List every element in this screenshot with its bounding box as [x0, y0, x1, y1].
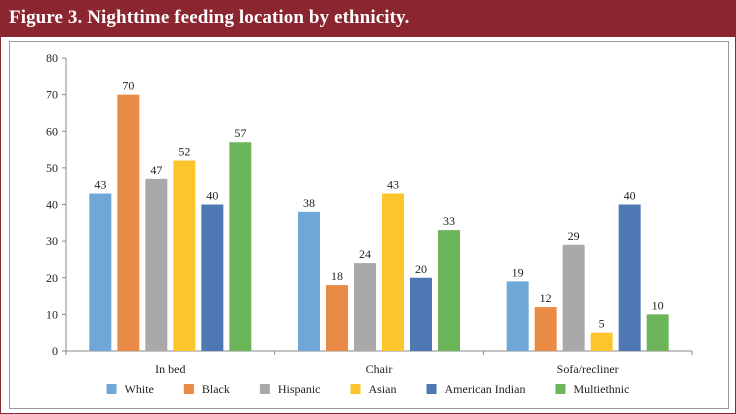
chart-bars [89, 94, 669, 351]
legend-swatch-black [183, 384, 194, 394]
x-tick-label-sofa-recliner: Sofa/recliner [557, 362, 619, 376]
bar-in-bed-asian [173, 160, 196, 351]
data-label-chair-hispanic: 24 [359, 247, 371, 261]
data-label-chair-american-indian: 20 [415, 262, 427, 276]
bar-chair-white [298, 211, 320, 351]
legend-item-american-indian: American Indian [426, 382, 526, 396]
bar-in-bed-black [117, 94, 140, 351]
data-label-in-bed-asian: 52 [178, 145, 190, 159]
data-label-in-bed-american-indian: 40 [206, 189, 218, 203]
data-label-sofa-recliner-black: 12 [540, 291, 552, 305]
data-label-sofa-recliner-american-indian: 40 [624, 189, 636, 203]
y-tick-label: 50 [46, 161, 58, 175]
x-tick-label-in-bed: In bed [155, 362, 185, 376]
legend-label-hispanic: Hispanic [278, 382, 321, 396]
data-label-in-bed-white: 43 [94, 178, 106, 192]
data-label-chair-multiethnic: 33 [443, 214, 455, 228]
y-tick-label: 20 [46, 271, 58, 285]
y-tick-label: 10 [46, 307, 58, 321]
chart-legend: White Black Hispanic Asian American Indian Mu… [106, 382, 629, 396]
bar-chair-multiethnic [438, 230, 460, 351]
y-tick-label: 0 [52, 344, 58, 358]
data-label-chair-black: 18 [331, 269, 343, 283]
bar-sofa-recliner-asian [590, 332, 613, 351]
legend-item-hispanic: Hispanic [259, 382, 321, 396]
chart-data-labels: 43 70 47 52 40 57 38 18 24 43 20 33 19 12 29 5 40 10 [94, 79, 663, 331]
bar-sofa-recliner-hispanic [562, 244, 585, 351]
data-label-in-bed-black: 70 [122, 79, 134, 93]
legend-swatch-multiethnic [555, 384, 566, 394]
title-bar: Figure 3. Nighttime feeding location by … [1, 1, 735, 37]
bar-chair-hispanic [354, 263, 376, 351]
bar-sofa-recliner-multiethnic [646, 314, 669, 351]
bar-sofa-recliner-black [534, 307, 557, 351]
legend-swatch-american-indian [426, 384, 437, 394]
data-label-chair-asian: 43 [387, 178, 399, 192]
legend-swatch-hispanic [259, 384, 270, 394]
legend-item-white: White [106, 382, 154, 396]
bar-chair-american-indian [410, 277, 432, 351]
x-tick-label-chair: Chair [366, 362, 393, 376]
data-label-sofa-recliner-hispanic: 29 [568, 229, 580, 243]
bar-chair-asian [382, 193, 404, 351]
y-tick-label: 70 [46, 88, 58, 102]
legend-label-black: Black [202, 382, 230, 396]
y-tick-label: 60 [46, 124, 58, 138]
bar-sofa-recliner-american-indian [618, 204, 641, 351]
bar-in-bed-multiethnic [229, 142, 252, 351]
legend-label-asian: Asian [369, 382, 397, 396]
data-label-in-bed-hispanic: 47 [150, 163, 162, 177]
legend-label-white: White [125, 382, 154, 396]
legend-item-multiethnic: Multiethnic [555, 382, 629, 396]
y-tick-label: 80 [46, 51, 58, 65]
legend-swatch-white [106, 384, 117, 394]
y-tick-label: 30 [46, 234, 58, 248]
chart-title: Figure 3. Nighttime feeding location by … [9, 7, 410, 28]
legend-label-multiethnic: Multiethnic [573, 382, 629, 396]
data-label-sofa-recliner-multiethnic: 10 [652, 298, 664, 312]
legend-item-black: Black [183, 382, 230, 396]
bar-chair-black [326, 285, 348, 351]
legend-item-asian: Asian [350, 382, 397, 396]
bar-in-bed-white [89, 193, 112, 351]
data-label-sofa-recliner-white: 19 [512, 265, 524, 279]
y-tick-label: 40 [46, 198, 58, 212]
chart-axes: 0 10 20 30 40 50 60 70 80 In bed Chair Sofa/recline… [46, 51, 693, 376]
bar-sofa-recliner-white [506, 281, 529, 351]
bar-in-bed-hispanic [145, 178, 168, 351]
legend-swatch-asian [350, 384, 361, 394]
data-label-sofa-recliner-asian: 5 [599, 317, 605, 331]
legend-label-american-indian: American Indian [445, 382, 526, 396]
data-label-chair-white: 38 [303, 196, 315, 210]
bar-in-bed-american-indian [201, 204, 224, 351]
data-label-in-bed-multiethnic: 57 [234, 126, 246, 140]
